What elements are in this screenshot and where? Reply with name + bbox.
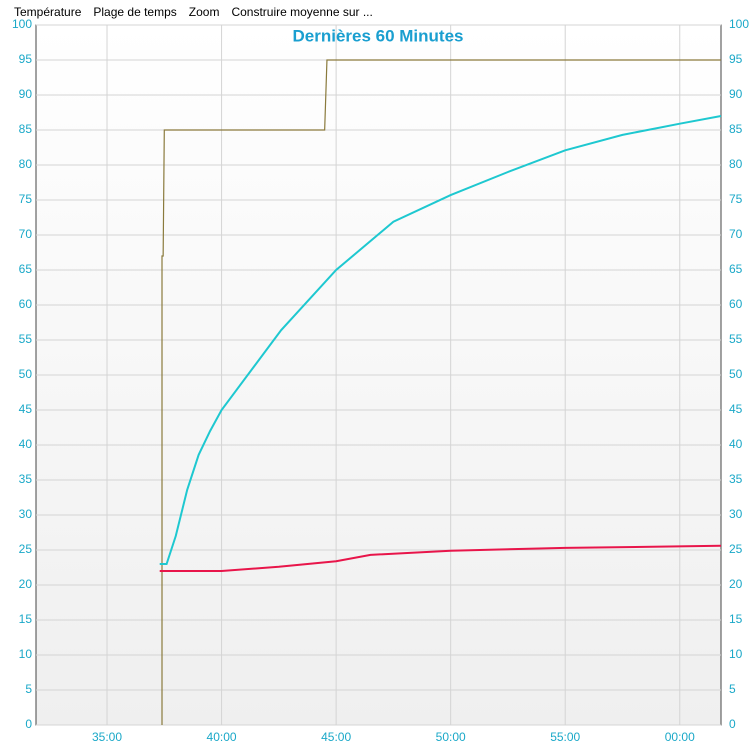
menu-item[interactable]: Température (14, 5, 82, 19)
y-tick-label: 40 (19, 437, 33, 451)
y-tick-label: 5 (25, 682, 32, 696)
y-tick-label-right: 0 (729, 717, 736, 731)
x-tick-label: 45:00 (321, 730, 351, 744)
y-tick-label-right: 95 (729, 52, 743, 66)
y-tick-label: 95 (19, 52, 33, 66)
y-tick-label-right: 45 (729, 402, 743, 416)
chart-title: Dernières 60 Minutes (292, 26, 463, 45)
series-line (159, 544, 722, 572)
y-tick-label-right: 50 (729, 367, 743, 381)
y-tick-label: 65 (19, 262, 33, 276)
series-line (161, 59, 721, 725)
y-tick-label: 70 (19, 227, 33, 241)
y-tick-label: 10 (19, 647, 33, 661)
y-tick-label: 75 (19, 192, 33, 206)
y-tick-label-right: 35 (729, 472, 743, 486)
menu-bar: Température Plage de temps Zoom Construire … (0, 0, 756, 24)
y-tick-label: 25 (19, 542, 33, 556)
y-tick-label-right: 10 (729, 647, 743, 661)
y-tick-label-right: 55 (729, 332, 743, 346)
y-tick-label-right: 30 (729, 507, 743, 521)
y-tick-label: 80 (19, 157, 33, 171)
menu-item[interactable]: Zoom (188, 5, 220, 19)
series-line (159, 115, 722, 565)
y-tick-label: 55 (19, 332, 33, 346)
x-tick-label: 50:00 (436, 730, 466, 744)
x-tick-label: 40:00 (207, 730, 237, 744)
y-tick-label-right: 65 (729, 262, 743, 276)
menu-item[interactable]: Construire moyenne sur ... (231, 5, 373, 19)
y-tick-label: 45 (19, 402, 33, 416)
y-tick-label: 50 (19, 367, 33, 381)
y-tick-label-right: 40 (729, 437, 743, 451)
y-tick-label: 60 (19, 297, 33, 311)
y-tick-label: 35 (19, 472, 33, 486)
y-tick-label: 100 (12, 17, 32, 31)
y-tick-label-right: 5 (729, 682, 736, 696)
y-tick-label: 90 (19, 87, 33, 101)
y-tick-label: 20 (19, 577, 33, 591)
y-tick-label-right: 15 (729, 612, 743, 626)
y-tick-label-right: 25 (729, 542, 743, 556)
x-tick-label: 35:00 (92, 730, 122, 744)
x-tick-label: 55:00 (550, 730, 580, 744)
y-tick-label: 0 (25, 717, 32, 731)
y-tick-label: 85 (19, 122, 33, 136)
y-tick-label-right: 100 (729, 17, 749, 31)
y-tick-label-right: 90 (729, 87, 743, 101)
x-tick-label: 00:00 (665, 730, 695, 744)
y-tick-label: 30 (19, 507, 33, 521)
y-tick-label: 15 (19, 612, 33, 626)
y-tick-label-right: 80 (729, 157, 743, 171)
y-tick-label-right: 85 (729, 122, 743, 136)
y-tick-label-right: 75 (729, 192, 743, 206)
menu-item[interactable]: Plage de temps (93, 5, 177, 19)
y-tick-label-right: 60 (729, 297, 743, 311)
y-tick-label-right: 20 (729, 577, 743, 591)
y-tick-label-right: 70 (729, 227, 743, 241)
